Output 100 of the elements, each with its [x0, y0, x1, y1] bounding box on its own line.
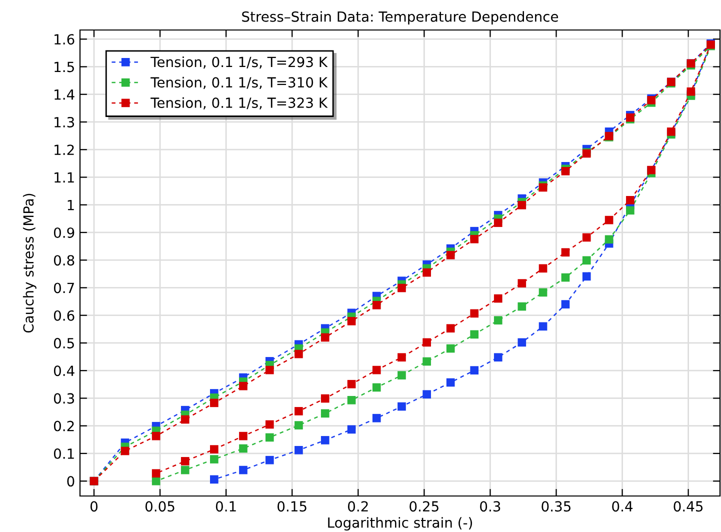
x-tick-label: 0.1: [216, 501, 236, 512]
point: [294, 446, 303, 454]
point: [538, 264, 548, 273]
point: [152, 432, 160, 440]
y-tick-label: 1.4: [54, 90, 74, 100]
point: [422, 338, 431, 347]
legend-label: Tension, 0.1 1/s, T=323 K: [150, 97, 328, 110]
point: [265, 456, 274, 464]
point: [582, 256, 591, 265]
y-tick-label: 1.3: [54, 116, 74, 128]
y-tick-label: 0.3: [54, 393, 74, 404]
point: [494, 353, 502, 362]
point: [372, 300, 381, 310]
point: [582, 233, 591, 242]
x-tick-label: 0.35: [542, 501, 570, 512]
point: [210, 455, 218, 464]
point: [320, 394, 330, 403]
point: [265, 366, 274, 374]
point: [239, 444, 248, 453]
point: [446, 378, 455, 387]
point: [604, 235, 614, 244]
x-tick-label: 0.45: [674, 501, 703, 512]
y-tick-label: 0: [67, 476, 74, 487]
point: [239, 432, 248, 440]
point: [470, 234, 479, 244]
y-tick-label: 0.4: [54, 366, 74, 376]
point: [446, 324, 455, 332]
point: [294, 421, 303, 430]
point: [604, 216, 614, 224]
x-tick-label: 0.15: [278, 501, 306, 512]
point: [265, 420, 274, 429]
point: [686, 87, 696, 96]
x-tick-label: 0.25: [410, 501, 438, 512]
point: [347, 316, 356, 326]
point: [538, 322, 548, 331]
point: [494, 316, 502, 324]
point: [180, 466, 190, 474]
x-tick-label: 0.3: [480, 501, 500, 512]
y-axis-title: Cauchy stress (MPa): [22, 194, 36, 333]
point: [561, 300, 570, 308]
point: [152, 476, 160, 486]
point: [422, 390, 431, 399]
point: [446, 250, 455, 260]
point: [180, 415, 190, 424]
point: [294, 407, 303, 416]
point: [518, 302, 526, 311]
point: [582, 272, 591, 281]
point: [422, 268, 431, 277]
point: [494, 294, 502, 303]
y-tick-label: 0.9: [54, 227, 74, 238]
point: [518, 200, 526, 210]
point: [320, 409, 330, 418]
y-tick-label: 0.8: [54, 255, 74, 266]
point: [372, 414, 381, 422]
point: [398, 284, 406, 292]
point: [320, 333, 330, 342]
point: [561, 248, 570, 257]
y-tick-label: 0.7: [54, 282, 74, 294]
point: [398, 402, 406, 411]
point: [626, 196, 634, 204]
point: [518, 279, 526, 288]
point: [320, 436, 330, 444]
point: [470, 330, 479, 339]
point: [494, 218, 502, 227]
point: [518, 338, 526, 347]
y-tick-label: 0.2: [54, 420, 74, 432]
x-axis-title: Logarithmic strain (-): [328, 517, 472, 531]
y-tick-label: 0.6: [54, 310, 74, 321]
point: [626, 206, 634, 215]
point: [470, 366, 479, 374]
y-tick-label: 0.1: [54, 448, 74, 459]
point: [294, 350, 303, 358]
point: [265, 433, 274, 442]
x-tick-label: 0: [90, 501, 98, 512]
point: [239, 382, 248, 390]
y-tick-label: 1: [68, 200, 74, 210]
point: [210, 398, 218, 408]
legend-label: Tension, 0.1 1/s, T=293 K: [150, 56, 328, 69]
point: [347, 425, 356, 434]
point: [398, 371, 406, 380]
point: [561, 273, 570, 282]
point: [210, 475, 218, 484]
point: [398, 353, 406, 362]
x-tick-label: 0.2: [348, 501, 368, 512]
point: [152, 469, 160, 478]
x-tick-label: 0.4: [612, 501, 633, 512]
point: [180, 457, 190, 466]
point: [422, 357, 431, 366]
point: [470, 309, 479, 318]
point: [210, 445, 218, 454]
legend-label: Tension, 0.1 1/s, T=310 K: [150, 76, 328, 90]
point: [239, 466, 248, 474]
point: [347, 396, 356, 404]
point: [347, 380, 356, 388]
point: [538, 288, 548, 297]
y-tick-label: 1.2: [54, 144, 74, 155]
y-tick-label: 0.5: [54, 338, 74, 348]
point: [372, 366, 381, 374]
y-tick-label: 1.6: [54, 34, 74, 45]
point: [372, 383, 381, 392]
